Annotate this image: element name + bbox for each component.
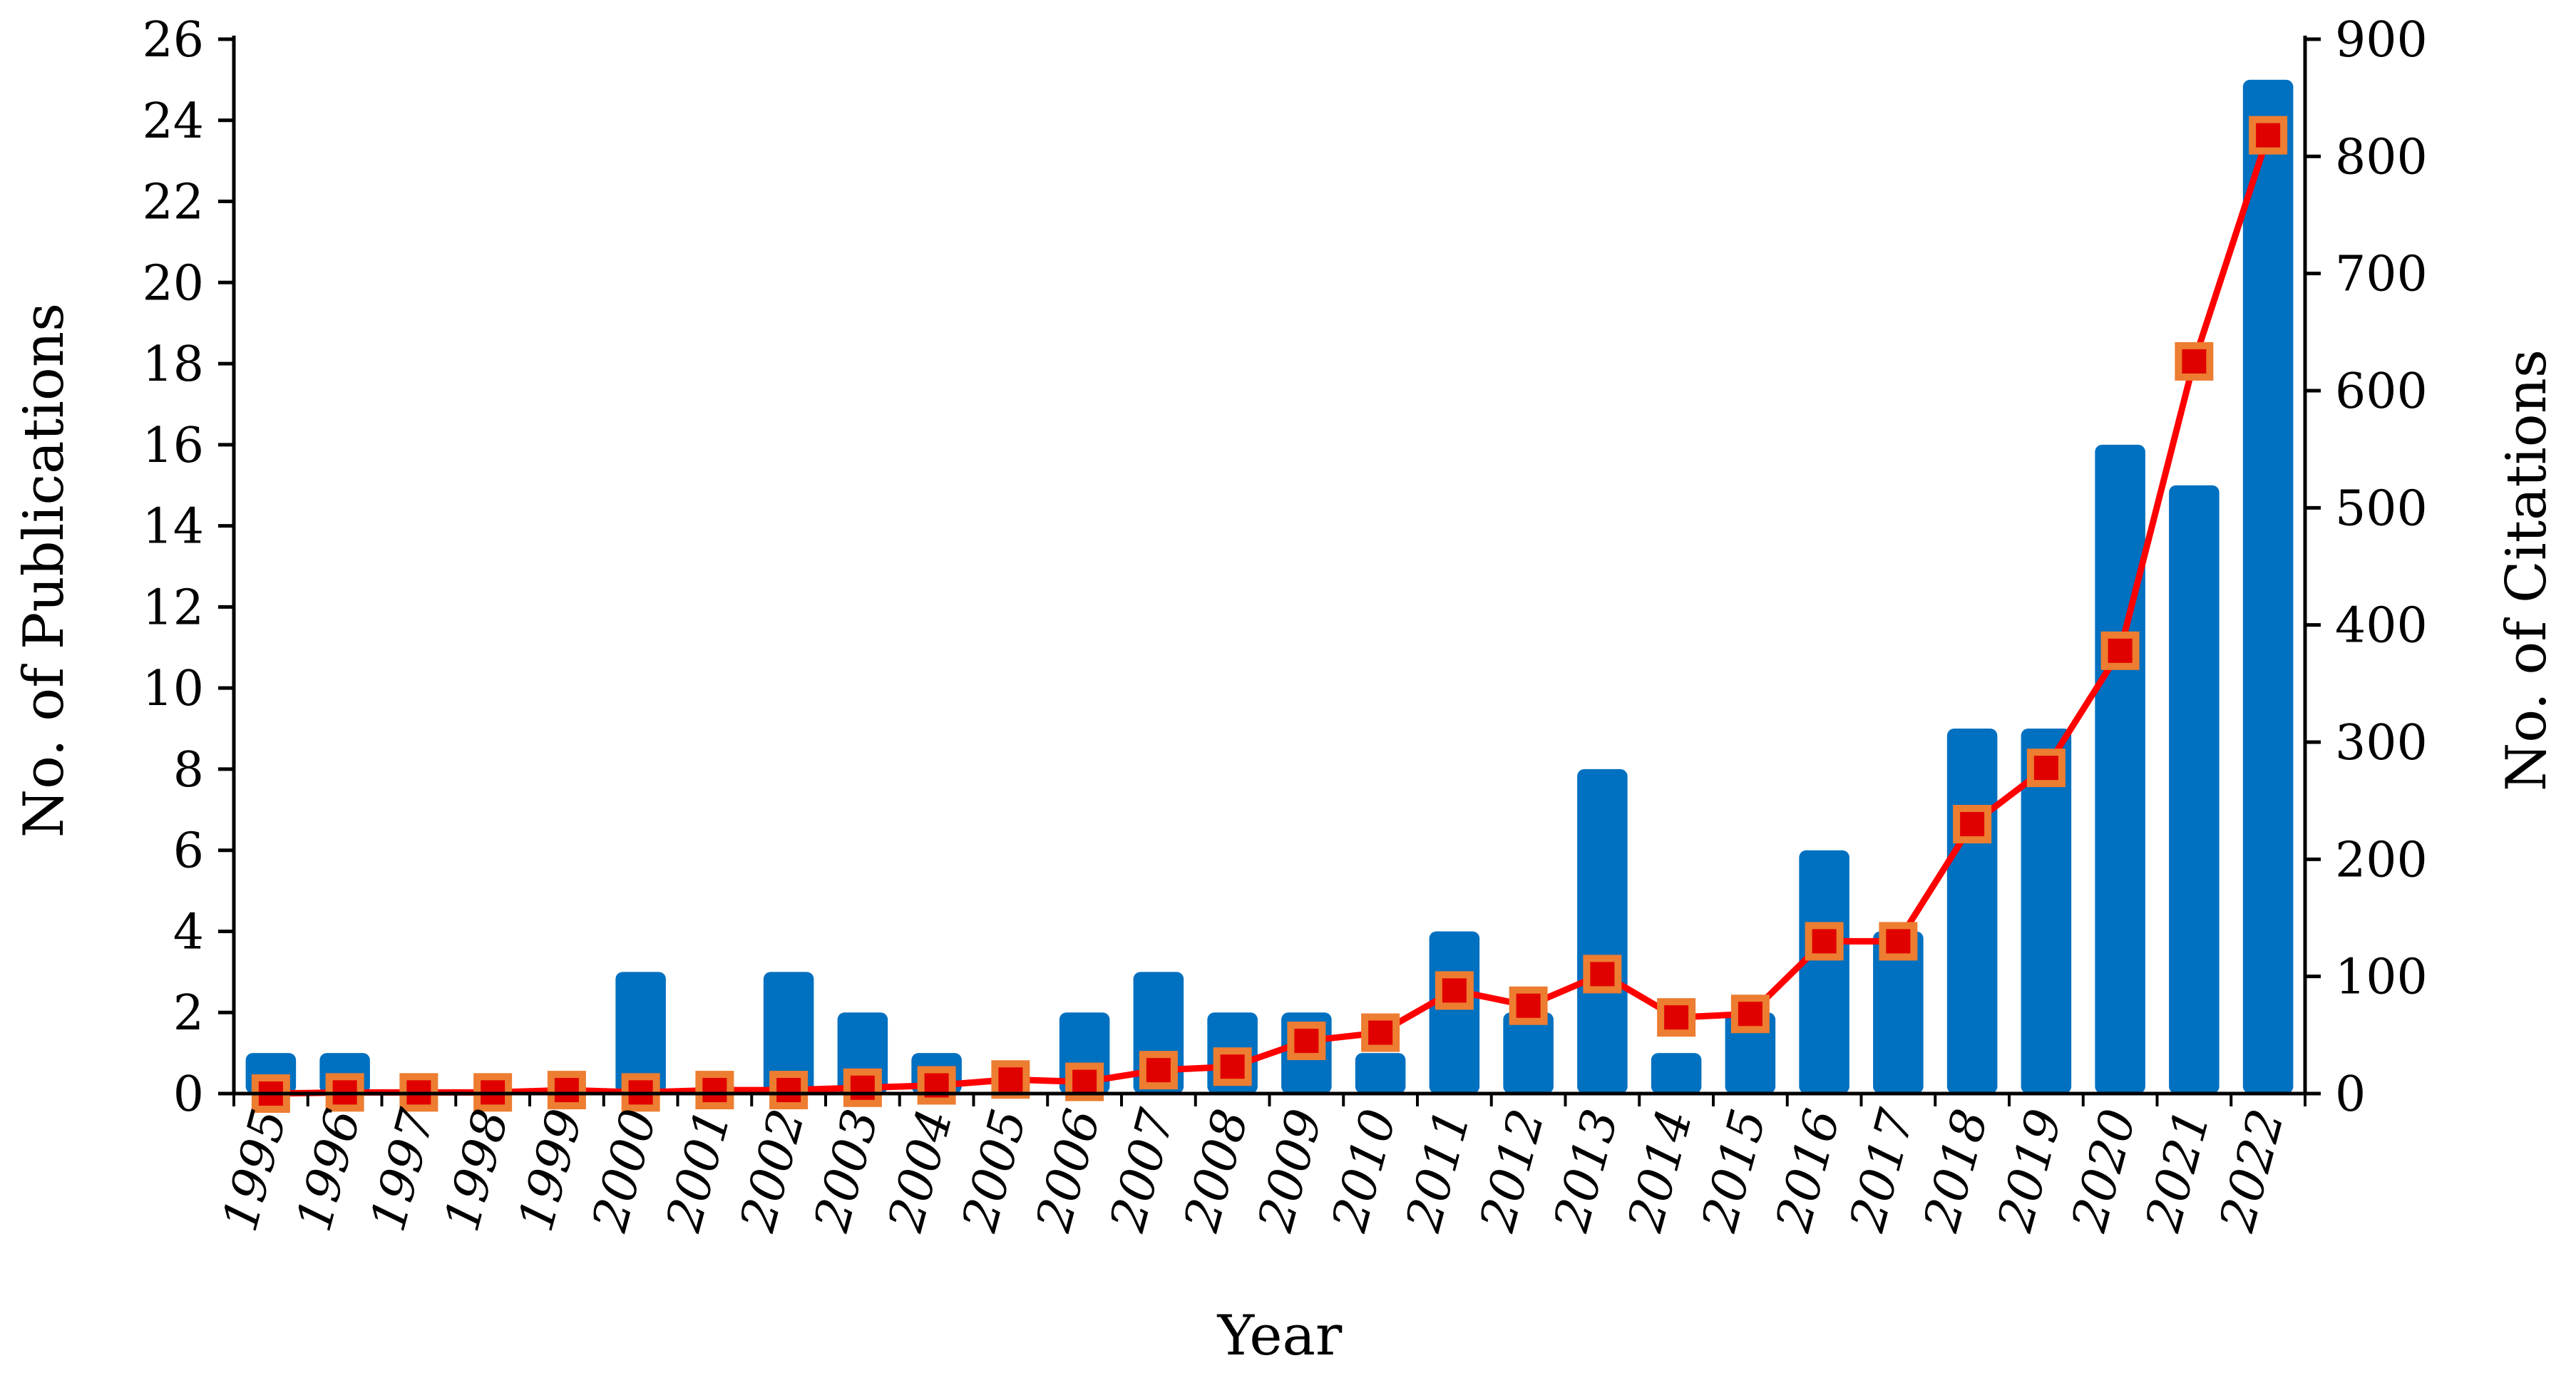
x-tick-label: 2022: [2209, 1104, 2295, 1238]
x-tick-label: 2018: [1913, 1104, 1999, 1238]
y-right-tick-label: 200: [2335, 832, 2428, 888]
x-tick-label: 2008: [1174, 1104, 1260, 1238]
y-left-tick-label: 2: [173, 985, 204, 1042]
bar-2018: [1946, 729, 1998, 1094]
y-right-tick-label: 400: [2335, 598, 2428, 654]
y-left-tick-label: 8: [173, 742, 204, 798]
x-tick-label: 1999: [508, 1104, 594, 1238]
y-left-tick-label: 10: [142, 661, 204, 717]
y-left-tick-label: 4: [173, 904, 204, 960]
x-tick-label: 2000: [582, 1104, 668, 1238]
bar-2011: [1429, 931, 1480, 1094]
bar-2014: [1651, 1053, 1702, 1094]
citation-point-2010: [1361, 1013, 1400, 1052]
y-left-tick-label: 22: [142, 175, 204, 231]
x-tick-label: 2019: [1987, 1104, 2073, 1238]
citation-point-2005: [991, 1060, 1030, 1099]
bar-2000: [615, 972, 666, 1094]
x-axis-title: Year: [1217, 1304, 1343, 1368]
bar-2012: [1503, 1012, 1554, 1094]
bar-2021: [2169, 485, 2220, 1094]
citation-point-2015: [1730, 994, 1770, 1034]
x-tick-label: 1997: [360, 1103, 446, 1237]
citation-point-2012: [1509, 986, 1548, 1025]
citation-point-2016: [1805, 922, 1844, 961]
x-tick-label: 2017: [1839, 1103, 1926, 1238]
y-right-tick-label: 800: [2335, 129, 2428, 185]
y-right-tick-label: 0: [2335, 1066, 2366, 1123]
bar-2016: [1799, 850, 1849, 1094]
bar-2017: [1873, 931, 1924, 1094]
x-tick-label: 1998: [433, 1104, 520, 1238]
y-left-tick-label: 26: [142, 12, 204, 68]
y-left-tick-label: 20: [142, 255, 204, 312]
citation-point-2021: [2175, 341, 2214, 381]
bar-2013: [1577, 768, 1628, 1094]
x-tick-label: 2010: [1321, 1104, 1407, 1238]
x-tick-label: 2015: [1691, 1104, 1777, 1238]
y-axis-right-title: No. of Citations: [2495, 349, 2559, 791]
bars-layer: [245, 79, 2294, 1094]
x-tick-label: 2009: [1247, 1104, 1333, 1238]
citation-point-1999: [547, 1071, 586, 1110]
citation-point-2003: [843, 1068, 882, 1107]
x-tick-label: 2003: [804, 1104, 890, 1238]
y-left-tick-label: 12: [142, 580, 204, 636]
y-left-tick-label: 6: [173, 823, 204, 880]
axes-layer: [218, 36, 2321, 1106]
bar-2010: [1355, 1053, 1406, 1094]
citation-point-2022: [2249, 115, 2288, 155]
x-tick-label: 2001: [655, 1104, 742, 1238]
x-tick-label: 2005: [951, 1104, 1037, 1238]
x-tick-label: 2014: [1617, 1104, 1703, 1238]
y-left-tick-label: 18: [142, 336, 204, 393]
citation-point-2019: [2026, 749, 2066, 788]
x-tick-label: 2020: [2061, 1104, 2147, 1238]
y-left-tick-label: 14: [142, 499, 204, 555]
y-right-tick-label: 300: [2335, 715, 2428, 771]
citations-line: [270, 134, 2272, 1097]
citation-point-2004: [917, 1066, 956, 1105]
citation-point-2001: [695, 1071, 734, 1110]
citation-point-2017: [1879, 922, 1918, 961]
x-tick-label: 2006: [1025, 1104, 1112, 1238]
citation-point-2002: [769, 1071, 809, 1110]
x-tick-label: 2004: [878, 1104, 964, 1238]
x-tick-label: 2012: [1469, 1104, 1556, 1238]
x-tick-label: 2007: [1099, 1103, 1186, 1238]
y-right-tick-label: 900: [2335, 12, 2428, 68]
bar-2022: [2242, 79, 2294, 1094]
x-tick-label: 1996: [286, 1104, 372, 1238]
y-right-tick-label: 600: [2335, 364, 2428, 420]
x-tick-label: 2013: [1543, 1104, 1629, 1238]
citation-point-2009: [1287, 1022, 1326, 1061]
bar-2019: [2021, 729, 2072, 1094]
citation-point-2011: [1435, 971, 1474, 1010]
citation-point-2020: [2100, 631, 2140, 670]
x-tick-label: 2021: [2135, 1104, 2221, 1238]
y-right-tick-label: 100: [2335, 950, 2428, 1006]
citation-point-2018: [1953, 805, 1992, 844]
citation-point-2014: [1657, 998, 1696, 1037]
y-left-tick-label: 0: [173, 1066, 204, 1123]
citation-point-2013: [1583, 955, 1622, 994]
x-tick-label: 2002: [729, 1104, 816, 1238]
x-tick-label: 2011: [1395, 1104, 1482, 1238]
x-tick-label: 1995: [212, 1104, 298, 1238]
y-left-tick-label: 16: [142, 418, 204, 474]
bar-2020: [2095, 444, 2145, 1094]
bar-2002: [763, 972, 814, 1094]
citation-point-2007: [1139, 1051, 1178, 1090]
y-right-tick-label: 500: [2335, 480, 2428, 537]
x-tick-label: 2016: [1765, 1104, 1852, 1238]
y-left-tick-label: 24: [142, 93, 204, 150]
citation-point-2008: [1213, 1047, 1252, 1086]
y-right-tick-label: 700: [2335, 247, 2428, 303]
y-axis-left-title: No. of Publications: [12, 303, 76, 838]
